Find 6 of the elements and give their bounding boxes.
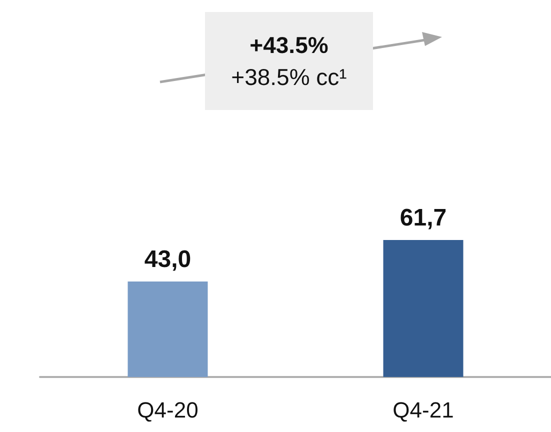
text: +38.5% cc¹: [230, 63, 348, 92]
x-tick-label: Q4-20: [137, 398, 198, 422]
x-tick-label: Q4-21: [392, 398, 454, 422]
text: +43.5%: [248, 31, 330, 60]
data-label: 43,0: [144, 246, 192, 274]
data-label: 61,7: [400, 204, 447, 232]
